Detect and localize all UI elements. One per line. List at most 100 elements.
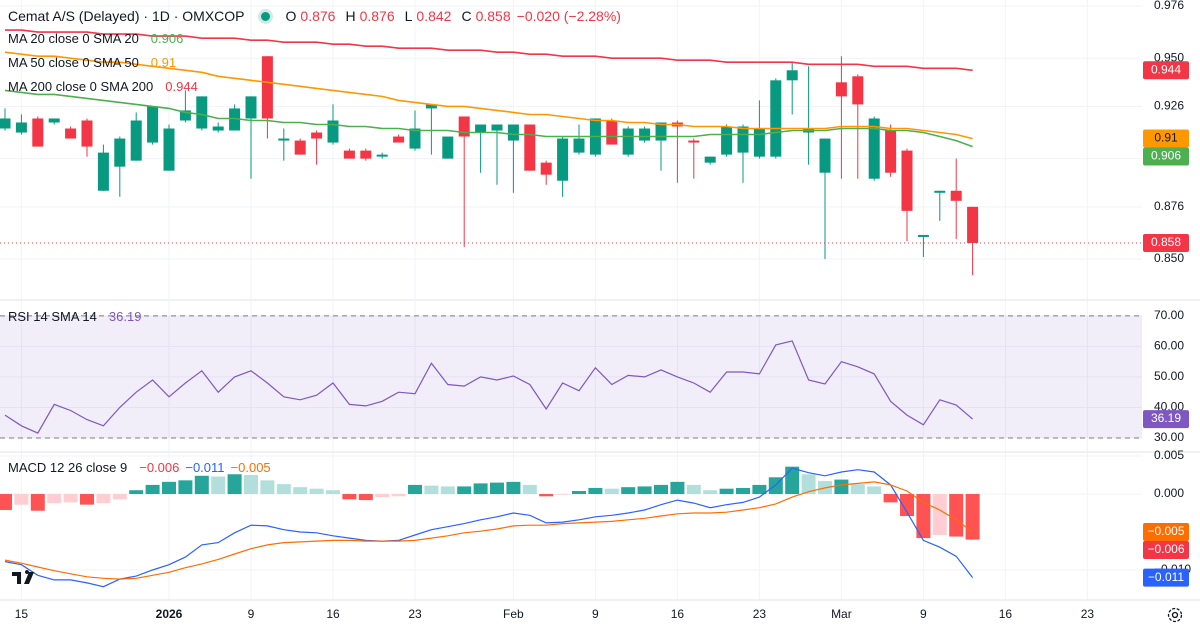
ohlc-letter: C	[461, 8, 472, 24]
histogram-bar	[14, 494, 29, 505]
x-tick-label: Mar	[831, 607, 852, 621]
y-tick-label: 50.00	[1154, 369, 1184, 383]
candle-body	[868, 118, 880, 179]
ohlc-value: 0.876	[300, 8, 336, 24]
candle-body	[934, 190, 946, 193]
candle-body	[688, 140, 700, 143]
axis-tag	[1143, 147, 1189, 166]
candle-body	[753, 128, 765, 157]
axis-tag	[1143, 233, 1189, 252]
histogram-bar	[965, 494, 980, 540]
candle-body	[540, 162, 552, 175]
candle-body	[967, 206, 979, 243]
gear-outer	[1167, 607, 1183, 623]
ma-legend-row: MA 20 close 0 SMA 20 0.906	[8, 31, 183, 46]
axis-tag	[1143, 541, 1189, 560]
histogram-bar	[260, 480, 275, 495]
histogram-bar	[703, 490, 718, 495]
axis-tag-label: 0.944	[1151, 62, 1181, 76]
candle-body	[835, 82, 847, 97]
candle-body	[376, 154, 388, 157]
rsi-legend: RSI 14 SMA 14 36.19	[8, 309, 141, 324]
y-tick-label: 0.976	[1154, 0, 1184, 12]
histogram-bar	[555, 494, 570, 495]
histogram-bar	[916, 494, 931, 539]
ohlc-value: 0.876	[359, 8, 395, 24]
candle-body	[507, 124, 519, 141]
axis-tag	[1143, 129, 1189, 148]
candle-body	[163, 128, 175, 171]
histogram-bar	[309, 488, 324, 495]
rsi-value: 36.19	[108, 309, 142, 324]
ma-name: MA 20 close 0 SMA 20	[8, 31, 139, 46]
candle-body	[721, 126, 733, 155]
candle-body	[852, 76, 864, 105]
candle-body	[770, 80, 782, 157]
grid	[0, 0, 1200, 601]
histogram-bar	[801, 474, 816, 495]
histogram-bar	[112, 494, 127, 500]
y-tick-label: 70.00	[1154, 308, 1184, 322]
candle-body	[343, 150, 355, 159]
candle-body	[179, 110, 191, 121]
histogram-bar	[0, 494, 12, 510]
candle-body	[491, 124, 503, 131]
histogram-bar	[539, 494, 554, 497]
rsi-band	[0, 315, 1142, 438]
histogram-bar	[194, 475, 209, 495]
ma-line	[4, 51, 973, 140]
candle-body	[524, 124, 536, 171]
candle-body	[950, 190, 962, 201]
ma-value: 0.944	[165, 79, 198, 94]
candle-body	[196, 96, 208, 129]
ohlc-letter: L	[404, 8, 413, 24]
axis-tag-label: 0.858	[1151, 235, 1181, 249]
candle-body	[0, 118, 11, 129]
macd-value: −0.011	[185, 460, 225, 475]
candle-body	[147, 106, 159, 143]
histogram-bar	[654, 484, 668, 495]
ma-legend-row: MA 200 close 0 SMA 200 0.944	[8, 79, 198, 94]
axis-tag	[1143, 61, 1189, 80]
settings-icon[interactable]	[1167, 607, 1183, 623]
y-tick-label: 0.926	[1154, 99, 1184, 113]
status-dot	[260, 11, 270, 21]
histogram-bar	[490, 482, 504, 495]
histogram-bar	[686, 484, 701, 495]
ma-name: MA 200 close 0 SMA 200	[8, 79, 154, 94]
axis-tag-label: −0.006	[1147, 542, 1184, 556]
axis-tag	[1143, 410, 1189, 429]
histogram-bar	[473, 483, 488, 495]
candle-body	[81, 120, 93, 147]
histogram-bar	[211, 476, 226, 495]
axis-tag-label: −0.011	[1148, 570, 1184, 584]
ohlc-value: 0.842	[416, 8, 452, 24]
candle-body	[261, 56, 273, 119]
histogram-bar	[276, 484, 291, 495]
candle-body	[917, 234, 929, 237]
axis-tag-label: 0.906	[1151, 149, 1181, 163]
candle-body	[130, 120, 142, 161]
macd-hist-value: −0.006	[139, 460, 180, 475]
histogram-bar	[145, 484, 160, 495]
histogram-bar	[457, 486, 472, 495]
marks	[0, 29, 1142, 588]
candle-body	[114, 138, 126, 167]
candle-body	[885, 130, 897, 173]
histogram-bar	[440, 486, 455, 495]
candle-body	[557, 138, 569, 181]
candle-body	[409, 128, 421, 149]
histogram-bar	[949, 494, 964, 537]
ma-line	[5, 29, 973, 72]
axis-tag-label: 0.91	[1154, 131, 1178, 145]
x-tick-label: 2026	[156, 607, 183, 621]
rsi-line	[4, 340, 973, 434]
candle-body	[360, 150, 372, 159]
change: −0.020 (−2.28%)	[516, 8, 621, 24]
candle-body	[294, 140, 306, 155]
axis-tag-label: 36.19	[1151, 411, 1181, 425]
histogram-bar	[293, 487, 308, 495]
y-tick-label: 60.00	[1154, 339, 1184, 353]
macd-title: MACD 12 26 close 9	[8, 460, 128, 475]
ma-name: MA 50 close 0 SMA 50	[8, 55, 139, 70]
